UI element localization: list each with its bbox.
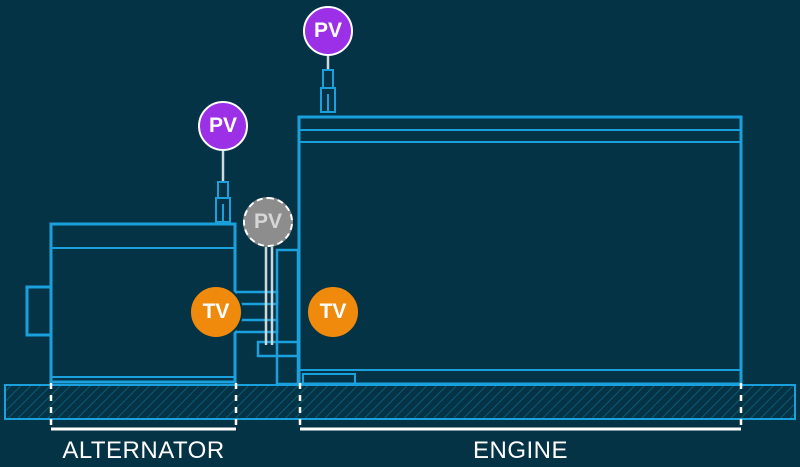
pv-engine-badge: PV [303,6,353,56]
pv-alternator-badge: PV [198,101,248,151]
pv-coupling-label: PV [253,210,282,233]
pv-alternator-label: PV [208,114,237,137]
engine-label: ENGINE [472,437,568,464]
pv-alternator-sensor-stem [215,148,231,223]
engine-body [297,115,743,386]
pv-engine-sensor-stem [320,56,336,113]
pv-coupling-badge: PV [243,197,293,247]
tv-engine-label: TV [319,300,347,323]
tv-alternator-badge: TV [189,285,243,339]
alternator-label: ALTERNATOR [62,437,225,464]
tv-engine-badge: TV [306,285,360,339]
pv-engine-label: PV [313,19,342,42]
tv-alternator-label: TV [202,300,230,323]
foundation-base [4,384,796,420]
pv-coupling-sensor-stem [264,247,274,345]
